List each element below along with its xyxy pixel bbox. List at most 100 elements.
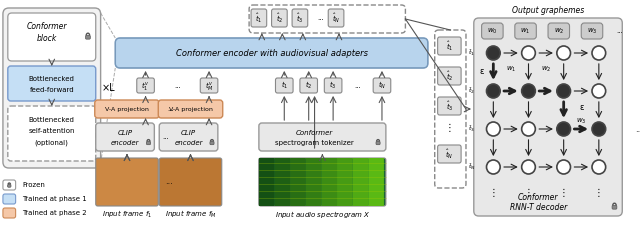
Text: $\hat{t}_1$: $\hat{t}_1$ [445,39,453,53]
Text: ...: ... [616,28,623,34]
FancyBboxPatch shape [95,100,159,118]
FancyBboxPatch shape [321,158,337,206]
FancyBboxPatch shape [290,158,306,206]
Text: $t_1^v$: $t_1^v$ [141,79,150,91]
Circle shape [522,160,535,174]
Circle shape [486,46,500,60]
Text: $w_2$: $w_2$ [541,64,551,74]
FancyBboxPatch shape [159,158,221,206]
Text: Input frame $f_1$: Input frame $f_1$ [102,208,152,219]
Text: spectrogram tokenizer: spectrogram tokenizer [275,140,354,146]
FancyBboxPatch shape [438,37,461,55]
FancyBboxPatch shape [200,78,218,93]
Text: $\hat{t}_2$: $\hat{t}_2$ [468,86,476,96]
FancyBboxPatch shape [137,78,154,93]
Text: Conformer encoder with audiovisual adapters: Conformer encoder with audiovisual adapt… [175,48,367,58]
FancyBboxPatch shape [306,158,321,206]
FancyBboxPatch shape [86,35,90,39]
Text: Input audio spectrogram $X$: Input audio spectrogram $X$ [275,208,370,219]
Text: $\hat{t}_N$: $\hat{t}_N$ [332,11,340,25]
Text: $\hat{t}_N$: $\hat{t}_N$ [468,162,476,172]
Text: ⋮: ⋮ [488,188,498,198]
Text: Bottlenecked: Bottlenecked [29,117,75,123]
Text: V-A projection: V-A projection [168,106,212,111]
Text: $\hat{t}_3$: $\hat{t}_3$ [445,99,453,113]
FancyBboxPatch shape [581,23,603,39]
FancyBboxPatch shape [8,106,96,161]
Text: feed-forward: feed-forward [29,87,74,93]
Circle shape [486,84,500,98]
Text: encoder: encoder [111,140,140,146]
Circle shape [522,84,535,98]
Text: self-attention: self-attention [29,128,75,134]
Text: (optional): (optional) [35,140,68,146]
Text: ×L: ×L [102,83,115,93]
Circle shape [557,84,570,98]
Text: $w_1$: $w_1$ [520,26,531,35]
Circle shape [557,46,570,60]
FancyBboxPatch shape [158,100,223,118]
Text: $\hat{t}_3$: $\hat{t}_3$ [468,124,476,134]
FancyBboxPatch shape [259,158,275,206]
FancyBboxPatch shape [337,158,353,206]
FancyBboxPatch shape [474,18,622,216]
Text: ⋮: ⋮ [559,188,568,198]
FancyBboxPatch shape [3,194,15,204]
Circle shape [557,160,570,174]
FancyBboxPatch shape [438,145,461,163]
FancyBboxPatch shape [115,38,428,68]
Text: $w_3$: $w_3$ [587,26,597,35]
Text: block: block [36,34,57,43]
Text: $t_3$: $t_3$ [330,80,337,91]
FancyBboxPatch shape [3,208,15,218]
Text: $\hat{t}_3$: $\hat{t}_3$ [296,11,303,25]
Text: Trained at phase 2: Trained at phase 2 [22,210,87,216]
Text: Conformer: Conformer [518,193,559,203]
Text: Conformer: Conformer [27,21,67,31]
Text: $w_1$: $w_1$ [506,64,516,74]
Text: Output graphemes: Output graphemes [512,5,584,15]
Text: ⋮: ⋮ [445,123,454,133]
Text: Trained at phase 1: Trained at phase 1 [22,196,87,202]
Text: encoder: encoder [174,140,203,146]
FancyBboxPatch shape [300,78,317,93]
Text: ε: ε [479,67,484,77]
Text: CLIP: CLIP [118,130,132,136]
FancyBboxPatch shape [8,184,11,187]
FancyBboxPatch shape [116,39,427,67]
Text: Input frame $f_M$: Input frame $f_M$ [164,208,216,219]
FancyBboxPatch shape [3,180,15,190]
FancyBboxPatch shape [8,13,96,61]
Circle shape [592,122,605,136]
Text: ...: ... [165,177,173,187]
FancyBboxPatch shape [210,141,214,145]
Text: ...: ... [354,82,361,89]
Text: ε: ε [579,102,584,111]
FancyBboxPatch shape [438,97,461,115]
FancyBboxPatch shape [376,141,380,145]
FancyBboxPatch shape [275,158,290,206]
FancyBboxPatch shape [373,78,391,93]
FancyBboxPatch shape [271,9,287,27]
FancyBboxPatch shape [292,9,308,27]
Circle shape [592,160,605,174]
FancyBboxPatch shape [159,123,218,151]
Text: $\hat{t}_2$: $\hat{t}_2$ [445,69,453,83]
Text: $t_1$: $t_1$ [280,80,288,91]
Text: $\hat{t}_N$: $\hat{t}_N$ [445,147,454,161]
FancyBboxPatch shape [438,67,461,85]
Text: $w_2$: $w_2$ [554,26,564,35]
Text: Conformer: Conformer [296,130,333,136]
Text: $w_0$: $w_0$ [487,26,498,35]
Text: Frozen: Frozen [22,182,45,188]
FancyBboxPatch shape [368,158,384,206]
FancyBboxPatch shape [435,30,466,188]
Circle shape [592,46,605,60]
FancyBboxPatch shape [96,123,154,151]
FancyBboxPatch shape [96,158,158,206]
FancyBboxPatch shape [612,205,617,209]
Text: $\hat{t}_2$: $\hat{t}_2$ [276,11,283,25]
FancyBboxPatch shape [259,158,386,206]
FancyBboxPatch shape [147,141,150,145]
Circle shape [486,122,500,136]
